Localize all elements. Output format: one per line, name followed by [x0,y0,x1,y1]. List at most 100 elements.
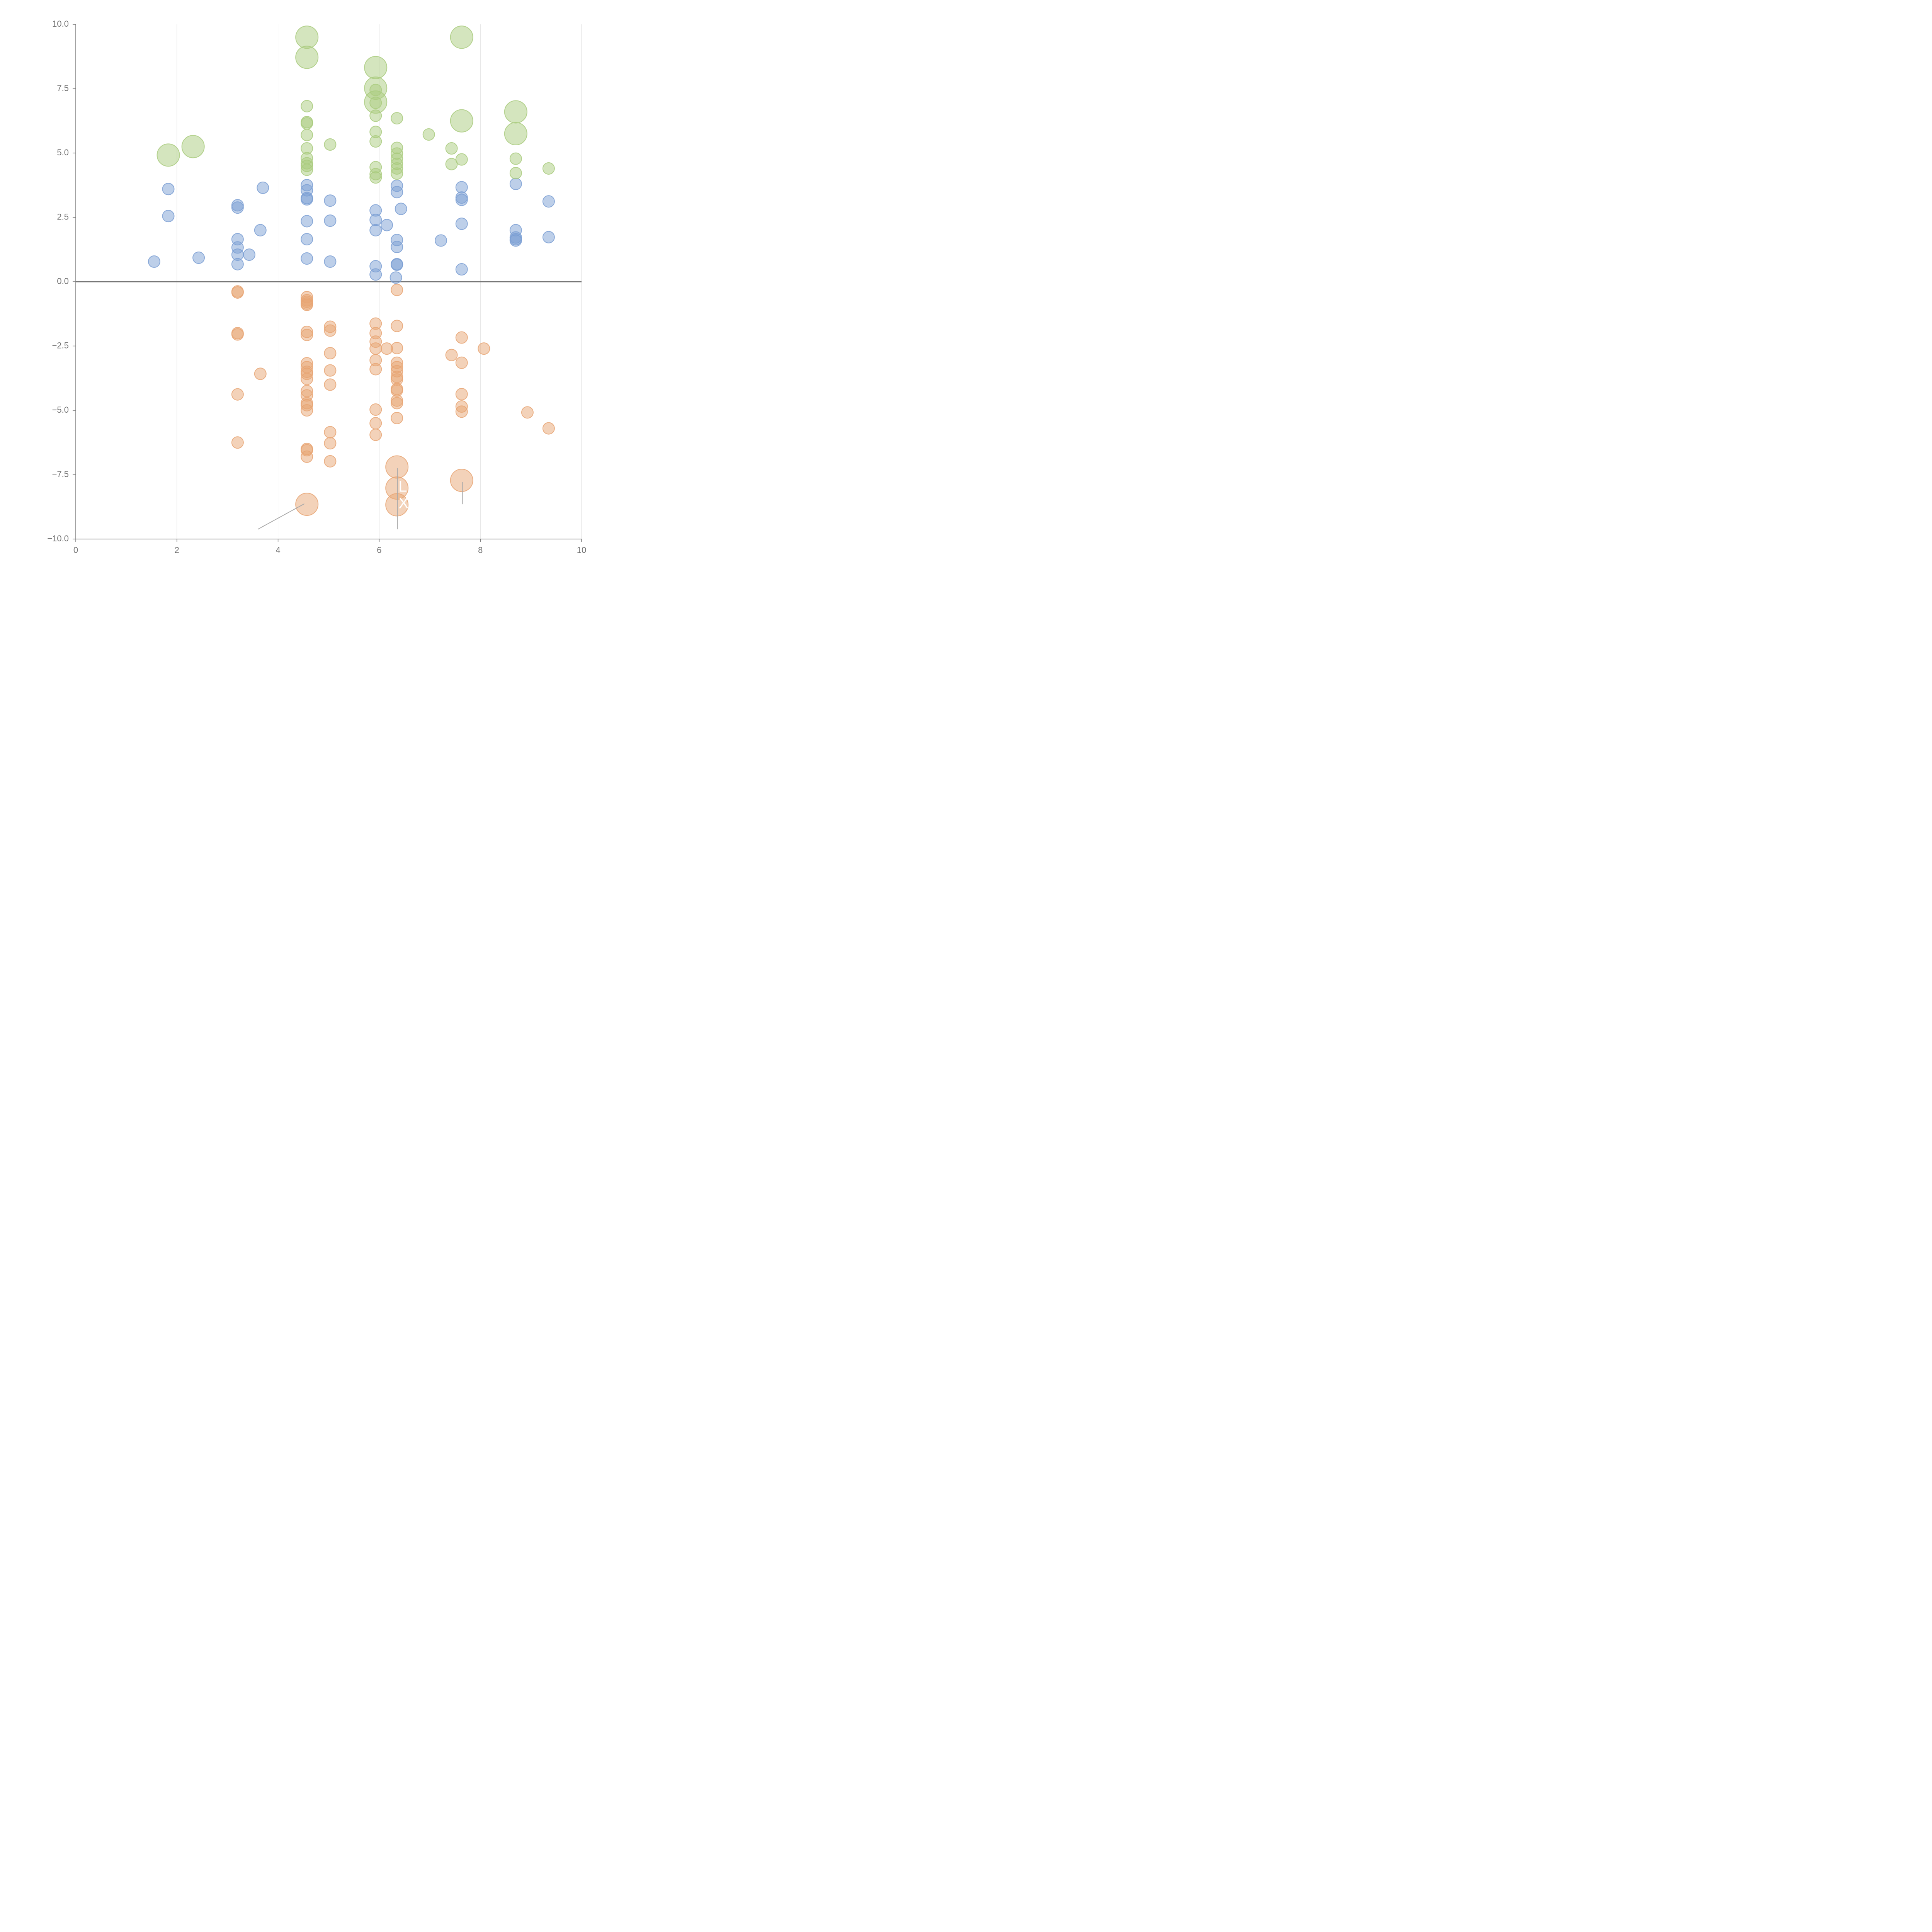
bubble-blue [324,255,337,268]
bubble-orange [324,455,337,468]
bubble-orange [295,493,319,516]
leader-lines [257,468,463,530]
bubble-blue [509,177,522,190]
bubble-orange [324,378,337,391]
bubble-green [364,56,388,79]
bubble-green [445,158,458,170]
bubble-green [391,112,403,125]
bubble-blue [542,195,555,208]
x-tick-label: 8 [478,545,483,555]
bubble-blue [192,252,205,264]
bubble-blue [435,234,447,247]
y-tick-label: 7.5 [57,83,69,93]
bubble-blue [162,183,175,196]
bubble-blue [455,181,468,194]
bubble-orange [369,363,382,376]
bubble-orange [391,397,403,410]
bubble-green [295,26,319,49]
bubble-green [450,109,473,133]
leader-line [257,503,305,530]
bubble-green [509,152,522,165]
bubble-blue [162,210,175,223]
bubble-orange [369,429,382,441]
bubble-orange [254,367,267,380]
bubble-green [156,143,180,167]
y-tick-label: −7.5 [52,469,69,479]
bubble-orange [542,422,555,435]
bubble-green [542,162,555,175]
bubble-orange [445,349,458,361]
x-tick-label: 4 [276,545,280,555]
bubble-green [450,26,473,49]
bubble-blue [301,215,313,228]
bubble-green [504,122,527,146]
y-tick-label: 5.0 [57,148,69,157]
bubble-orange [455,356,468,369]
bubble-blue [369,224,382,236]
bubble-green [369,171,382,184]
bubble-blue [324,214,337,227]
bubble-green [391,167,403,180]
bubble-blue [369,214,382,226]
bubble-orange [385,455,409,479]
bubble-orange [391,412,403,424]
x-tick-label: 0 [73,545,78,555]
bubble-blue [369,268,382,281]
bubble-green [369,109,382,122]
bubble-blue [381,219,393,231]
bubble-green [301,117,313,130]
bubble-green [301,100,313,112]
annotation-label: L [398,478,407,495]
bubble-green [295,46,319,69]
bubble-blue [391,259,403,271]
bubble-orange [324,426,337,439]
bubble-blue [391,186,403,199]
bubble-orange [369,342,382,355]
bubble-orange [301,328,313,341]
bubble-orange [301,450,313,463]
bubble-orange [455,405,468,418]
x-tick-label: 6 [377,545,381,555]
bubble-orange [231,328,244,341]
x-tick-label: 10 [577,545,586,555]
bubble-orange [231,388,244,401]
bubble-orange [324,437,337,450]
bubble-blue [301,233,313,246]
x-tick-label: 2 [175,545,179,555]
bubble-blue [455,194,468,206]
bubble-orange [231,286,244,299]
bubble-blue [148,255,160,268]
annotation-label: X [398,495,409,512]
bubble-orange [450,469,473,492]
bubble-blue [301,252,313,265]
bubble-green [509,167,522,179]
bubble-green [422,128,435,141]
bubble-chart: 10.07.55.02.50.0−2.5−5.0−7.5−10.00 2 4 6 8 10… [47,19,586,555]
y-tick-label: −10.0 [47,534,69,543]
bubble-blue [231,258,244,270]
bubble-orange [455,331,468,344]
bubble-blue [542,231,555,243]
annotations: LX [398,478,409,512]
bubble-orange [369,417,382,430]
bubble-blue [243,248,255,261]
bubble-orange [369,403,382,416]
bubble-green [369,135,382,148]
axes: 10.0 7.5 5.0 2.5 0.0 −2.5 −5.0 −7.5 −10.0 0 2 4 6 8 10 [47,19,586,555]
bubble-orange [301,404,313,417]
bubble-green [455,153,468,166]
bubble-blue [391,241,403,253]
bubble-orange [455,388,468,401]
bubble-blue [509,234,522,247]
bubble-green [301,163,313,176]
bubble-orange [324,364,337,377]
y-tick-label: −2.5 [52,340,69,350]
bubble-blue [301,193,313,206]
bubble-blue [455,218,468,230]
bubble-green [369,97,382,109]
bubble-orange [521,406,534,419]
bubble-orange [391,320,403,332]
bubble-orange [301,298,313,311]
bubble-green [445,142,458,155]
bubble-orange [231,436,244,449]
